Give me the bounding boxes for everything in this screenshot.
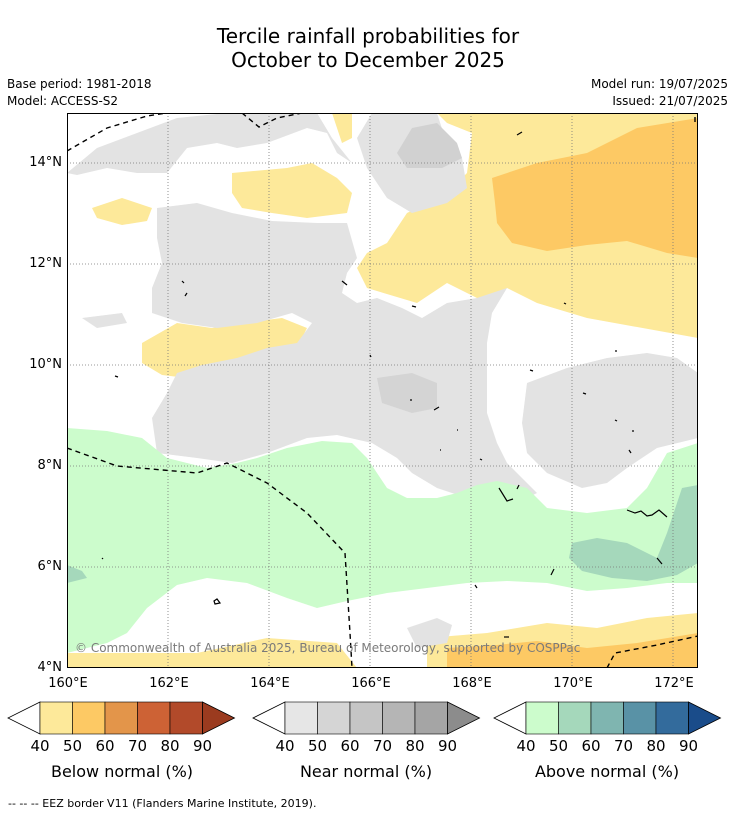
lon-tick-166e: 166°E [351,676,391,691]
above-normal-50-60-region [67,485,698,583]
map-canvas [67,113,698,668]
colorbar-tick-label: 50 [548,737,569,755]
colorbar-segment [104,701,138,735]
base-period: Base period: 1981-2018 [7,77,152,91]
colorbar-max-arrow [202,701,236,735]
colorbar-tick-label: 80 [646,737,666,755]
colorbar-max-arrow [688,701,722,735]
colorbar-segment [655,701,689,735]
colorbar-tick-label: 90 [437,737,458,755]
colorbar-segment [169,701,203,735]
copyright-notice: © Commonwealth of Australia 2025, Bureau… [75,641,581,655]
colorbar-tick-label: 80 [405,737,425,755]
below-normal-50-60-region [447,118,698,668]
colorbar-legends [7,701,722,735]
colorbar-tick-label: 40 [275,737,295,755]
map-frame [67,113,698,668]
colorbar-segment [72,701,106,735]
model-name: Model: ACCESS-S2 [7,94,119,108]
colorbar-tick-label: 40 [30,737,50,755]
lon-tick-172e: 172°E [654,676,694,691]
lat-tick-14n: 14°N [29,155,62,170]
lat-tick-4n: 4°N [37,660,63,675]
colorbar-segment [39,701,73,735]
colorbar-below-normal [7,701,236,735]
colorbar-segment [137,701,171,735]
colorbar-segment [414,701,448,735]
colorbar-segment [382,701,416,735]
lon-tick-170e: 170°E [553,676,593,691]
colorbar-tick-label: 60 [340,737,360,755]
colorbar-tick-label: 50 [307,737,328,755]
colorbar-tick-label: 70 [127,737,148,755]
colorbar-tick-label: 90 [678,737,699,755]
lat-tick-6n: 6°N [37,559,63,574]
colorbar-tick-label: 70 [613,737,634,755]
chart-title-line1: Tercile rainfall probabilities for [216,24,520,48]
colorbar-tick-label: 40 [516,737,536,755]
legend-title-above-normal: Above normal (%) [534,762,680,781]
colorbar-max-arrow [447,701,481,735]
model-run-date: Model run: 19/07/2025 [590,77,728,91]
lon-tick-164e: 164°E [250,676,290,691]
eez-border-lines [67,113,698,668]
colorbar-tick-label: 90 [192,737,213,755]
chart-title-line2: October to December 2025 [231,48,505,72]
legend-title-below-normal: Below normal (%) [50,762,194,781]
colorbar-segment [525,701,559,735]
island-markers [101,131,668,638]
above-normal-40-50-region [67,428,698,653]
lat-tick-12n: 12°N [29,256,62,271]
colorbar-min-arrow [7,701,41,735]
colorbar-segment [558,701,592,735]
colorbar-min-arrow [493,701,527,735]
colorbar-segment [623,701,657,735]
colorbar-segment [349,701,383,735]
colorbar-tick-label: 60 [95,737,115,755]
lat-tick-8n: 8°N [37,458,63,473]
colorbar-segment [590,701,624,735]
issued-date: Issued: 21/07/2025 [612,94,728,108]
colorbar-min-arrow [252,701,286,735]
colorbar-tick-label: 60 [581,737,601,755]
colorbar-segment [317,701,351,735]
legend-title-near-normal: Near normal (%) [299,762,433,781]
lat-tick-10n: 10°N [29,357,62,372]
colorbar-above-normal [493,701,722,735]
near-normal-40-50-region [67,113,698,648]
lon-tick-160e: 160°E [48,676,88,691]
colorbar-segment [284,701,318,735]
colorbar-tick-label: 80 [160,737,180,755]
probability-map [67,113,698,668]
lon-tick-168e: 168°E [452,676,492,691]
colorbar-near-normal [252,701,481,735]
eez-border-note: -- -- -- EEZ border V11 (Flanders Marine… [8,797,317,810]
lon-tick-162e: 162°E [149,676,189,691]
colorbar-tick-label: 50 [62,737,83,755]
colorbar-tick-label: 70 [372,737,393,755]
map-grid [67,113,698,668]
